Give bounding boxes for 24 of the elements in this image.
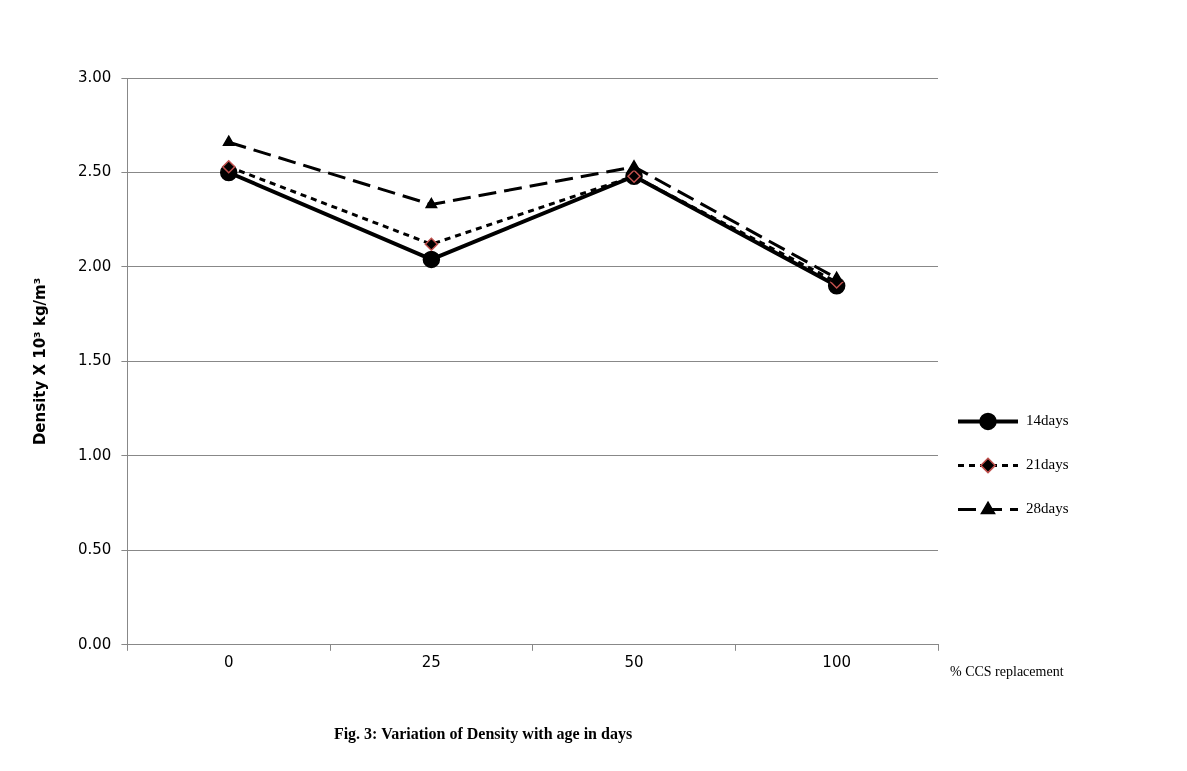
y-tick-label: 1.00 xyxy=(77,445,112,464)
point xyxy=(221,160,236,174)
y-tick-label: 2.00 xyxy=(77,256,112,275)
point xyxy=(422,250,441,269)
y-tick-label: 0.00 xyxy=(77,634,112,653)
point xyxy=(628,160,640,171)
legend-label: 21days xyxy=(1026,456,1069,473)
x-tick-label: 25 xyxy=(421,652,441,671)
legend-label: 28days xyxy=(1026,500,1069,517)
x-axis-title: % CCS replacement xyxy=(950,664,1064,680)
legend-label: 14days xyxy=(1026,412,1069,429)
y-tick-label: 2.50 xyxy=(77,162,112,181)
point xyxy=(424,237,439,252)
y-tick-label: 3.00 xyxy=(77,67,112,86)
text: Fig. 3: Variation of Density with age in days xyxy=(333,724,633,743)
x-tick-label: 0 xyxy=(223,652,234,671)
x-tick-label: 100 xyxy=(822,652,851,671)
x-tick-label: 50 xyxy=(624,652,644,671)
y-tick-label: 0.50 xyxy=(77,540,112,559)
y-axis-title: Density X 10³ kg/m³ xyxy=(30,277,49,446)
point xyxy=(830,271,843,283)
point xyxy=(222,135,235,146)
point xyxy=(425,197,438,209)
y-tick-label: 1.50 xyxy=(77,351,112,370)
